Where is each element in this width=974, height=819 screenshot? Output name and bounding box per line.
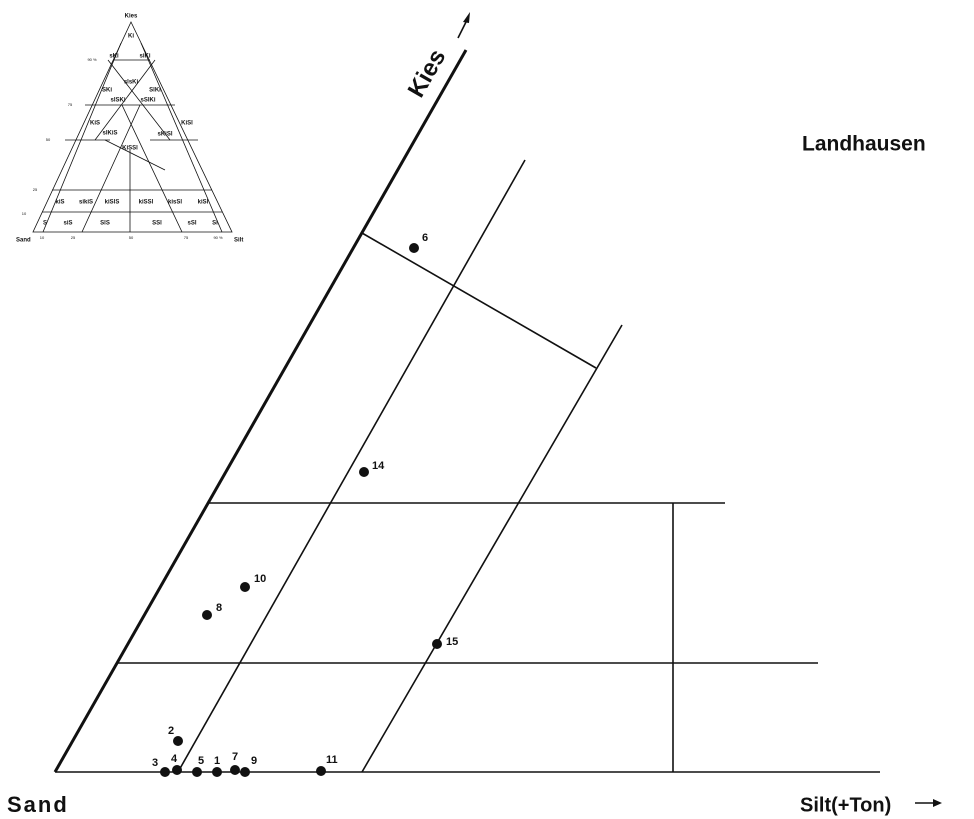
sample-point <box>230 765 240 775</box>
inset-field: Ki <box>128 34 134 40</box>
inset-field: Sl <box>212 221 218 227</box>
inset-tick: 50 <box>129 235 134 240</box>
sample-point <box>202 610 212 620</box>
inset-field: SlKi <box>149 88 161 94</box>
inset-tick: 90 % <box>87 57 97 62</box>
inset-frame <box>32 21 233 233</box>
inset-apex: Kies <box>125 14 138 20</box>
inset-tick: 10 <box>22 211 27 216</box>
inset-tick: 25 <box>71 235 76 240</box>
sample-point <box>192 767 202 777</box>
point-label: 3 <box>152 757 158 769</box>
point-label: 11 <box>326 754 338 766</box>
inset-field: siKi <box>139 54 150 60</box>
inset-field: kisSl <box>168 200 182 206</box>
point-label: 2 <box>168 725 174 737</box>
inset-field: KiSSl <box>122 146 138 152</box>
point-label: 6 <box>422 232 428 244</box>
inset-field: kiSl <box>198 200 209 206</box>
point-label: 7 <box>232 751 238 763</box>
inset-field: sSl <box>187 221 196 227</box>
frame <box>53 12 942 807</box>
inset-field: SSl <box>152 221 162 227</box>
point-label: 5 <box>198 755 204 767</box>
inset-tick: 10 <box>40 235 45 240</box>
inset-tick: 50 <box>46 137 51 142</box>
inset-field: SKi <box>102 88 112 94</box>
inset-field: S <box>43 221 47 227</box>
point-label: 1 <box>214 755 220 767</box>
point-label: 4 <box>171 753 178 765</box>
inset-field: kiSlS <box>105 200 120 206</box>
inset-right: Silt <box>234 238 243 244</box>
point-label: 9 <box>251 755 257 767</box>
sample-point <box>240 582 250 592</box>
inset-field: sKi <box>109 54 119 60</box>
point-label: 8 <box>216 602 222 614</box>
left-label: Sand <box>7 792 69 817</box>
sample-point <box>212 767 222 777</box>
sample-point <box>432 639 442 649</box>
sample-point <box>409 243 419 253</box>
inset-tick: 75 <box>184 235 189 240</box>
inset-field: sSlKi <box>140 98 155 104</box>
sample-point <box>240 767 250 777</box>
inset-field: KiSl <box>181 121 193 127</box>
sample-point <box>359 467 369 477</box>
point-label: 15 <box>446 636 458 648</box>
inset-field: kiS <box>55 200 64 206</box>
sample-point <box>160 767 170 777</box>
inset-tick: 75 <box>68 102 73 107</box>
inset-field: sKiSl <box>157 132 172 138</box>
inset-left: Sand <box>16 238 31 244</box>
inset-field: slKiS <box>102 131 117 137</box>
inset-tick: 90 % <box>213 235 223 240</box>
inset-field: siS <box>63 221 72 227</box>
sample-point <box>172 765 182 775</box>
apex-label: Kies <box>403 45 452 102</box>
inset-field: slsKi <box>124 80 139 86</box>
inset-tick: 25 <box>33 187 38 192</box>
right-label: Silt(+Ton) <box>800 794 891 816</box>
point-label: 10 <box>254 573 266 585</box>
sample-point <box>173 736 183 746</box>
title: Landhausen <box>802 133 926 156</box>
inset-field: sikiS <box>79 200 93 206</box>
sample-point <box>316 766 326 776</box>
inset-field: slSKi <box>110 98 125 104</box>
point-label: 14 <box>372 460 385 472</box>
inset-field: kiSSl <box>139 200 154 206</box>
inset-field: KiS <box>90 121 100 127</box>
inset-field: SlS <box>100 221 110 227</box>
